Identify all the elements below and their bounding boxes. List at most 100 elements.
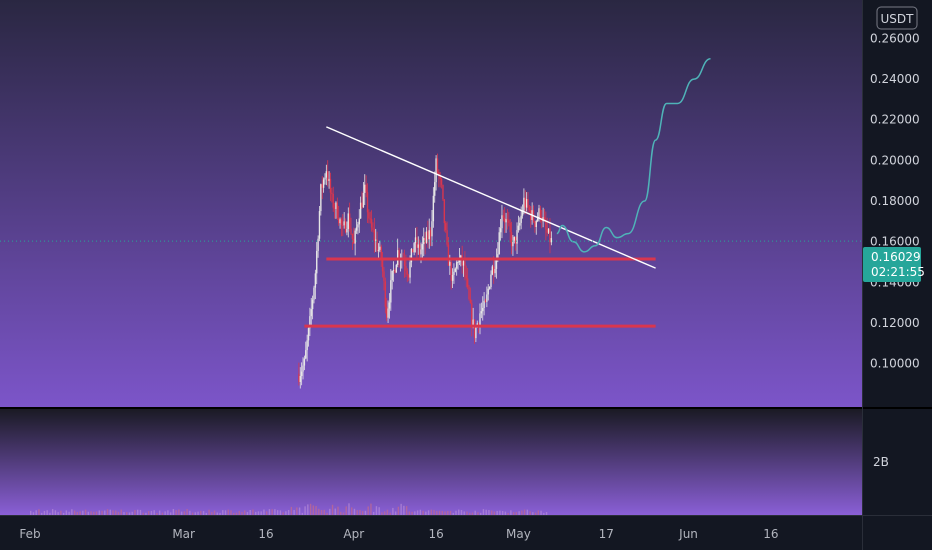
candle-body [417, 244, 419, 248]
volume-bar [268, 509, 271, 515]
price-pane[interactable] [0, 0, 862, 407]
volume-bar [109, 509, 111, 515]
candle-body [336, 202, 339, 219]
price-tag-countdown: 02:21:55 [871, 265, 925, 279]
volume-bar [279, 510, 282, 515]
volume-bar [334, 508, 336, 515]
volume-bar [436, 510, 438, 515]
volume-bar [444, 511, 446, 515]
candle-body [505, 219, 507, 223]
volume-bar [523, 509, 526, 515]
candle-body [535, 220, 537, 228]
candle-body [394, 270, 396, 273]
volume-bar [449, 510, 452, 515]
candle-body [299, 376, 301, 382]
candle-body [391, 270, 393, 281]
volume-bar [405, 506, 408, 515]
candle-body [370, 219, 373, 228]
volume-bar [98, 510, 100, 515]
candle-body [405, 265, 407, 271]
volume-bar [499, 510, 501, 515]
volume-bar [246, 512, 249, 515]
volume-bar [104, 510, 106, 515]
volume-bar [452, 512, 454, 515]
candle-body [435, 158, 437, 183]
volume-bar [510, 510, 512, 515]
volume-bar [463, 511, 465, 515]
volume-bar [46, 510, 48, 515]
time-tick-label: 16 [763, 527, 778, 541]
volume-bar [490, 510, 493, 515]
candle-body [449, 262, 451, 266]
candle-body [517, 225, 520, 231]
projection-path[interactable] [556, 58, 711, 253]
candle-body [514, 236, 517, 244]
volume-bar [241, 512, 243, 515]
volume-bar [235, 512, 238, 515]
volume-bar [488, 510, 490, 515]
candle-body [343, 221, 345, 226]
volume-bar [194, 512, 197, 515]
candle-body [342, 224, 344, 226]
candle-body [368, 212, 370, 219]
candle-body [362, 192, 365, 208]
time-axis[interactable]: Feb Mar 16 Apr 16 May 17 Jun 16 [19, 527, 778, 541]
candle-body [512, 240, 514, 247]
volume-bar [227, 509, 229, 515]
candle-body [483, 300, 485, 308]
candle-body [519, 222, 521, 226]
candle-body [516, 230, 518, 244]
volume-bar [378, 507, 380, 515]
volume-bar [419, 509, 422, 515]
candle-body [403, 259, 406, 266]
volume-bar [233, 512, 235, 515]
candle-body [317, 238, 319, 251]
volume-bar [375, 506, 378, 515]
volume-bar [285, 511, 287, 515]
volume-bar [301, 512, 304, 515]
candle-body [460, 255, 462, 258]
volume-bar [90, 511, 92, 515]
volume-bar [397, 506, 400, 515]
volume-bar [49, 512, 51, 515]
volume-bar [189, 510, 191, 515]
volume-bar [545, 512, 548, 515]
volume-bar [230, 510, 232, 515]
volume-bar [430, 509, 433, 515]
candle-body [355, 227, 358, 231]
candle-body [465, 275, 467, 279]
price-tag-value: 0.16029 [871, 250, 921, 264]
volume-bar [337, 506, 339, 515]
volume-bar [364, 510, 367, 515]
volume-bar [202, 511, 205, 515]
trendline[interactable] [326, 126, 656, 269]
volume-bar [290, 506, 293, 515]
candle-body [351, 233, 354, 239]
volume-pane[interactable] [0, 409, 862, 515]
volume-bar [106, 509, 109, 515]
candle-body [508, 220, 510, 223]
candle-body [333, 207, 336, 209]
volume-bar [342, 512, 345, 515]
volume-bar [532, 512, 534, 515]
candle-body [486, 294, 488, 302]
volume-bar [79, 511, 81, 515]
volume-bar [244, 510, 246, 515]
volume-bar [71, 509, 73, 515]
volume-bar [131, 511, 133, 515]
volume-bar [298, 507, 301, 515]
candle-body [420, 249, 422, 255]
volume-bar [504, 511, 507, 515]
volume-bar [172, 509, 175, 515]
candle-body [314, 273, 317, 288]
volume-bar [411, 511, 413, 515]
volume-bar [35, 510, 37, 515]
volume-bar [128, 512, 131, 515]
volume-axis-label: 2B [873, 455, 889, 469]
volume-bar [367, 506, 369, 515]
price-axis[interactable]: 0.100000.120000.140000.160000.180000.200… [870, 31, 920, 370]
currency-badge[interactable]: USDT [876, 6, 918, 30]
volume-bar [156, 512, 158, 515]
candle-body [324, 177, 326, 180]
